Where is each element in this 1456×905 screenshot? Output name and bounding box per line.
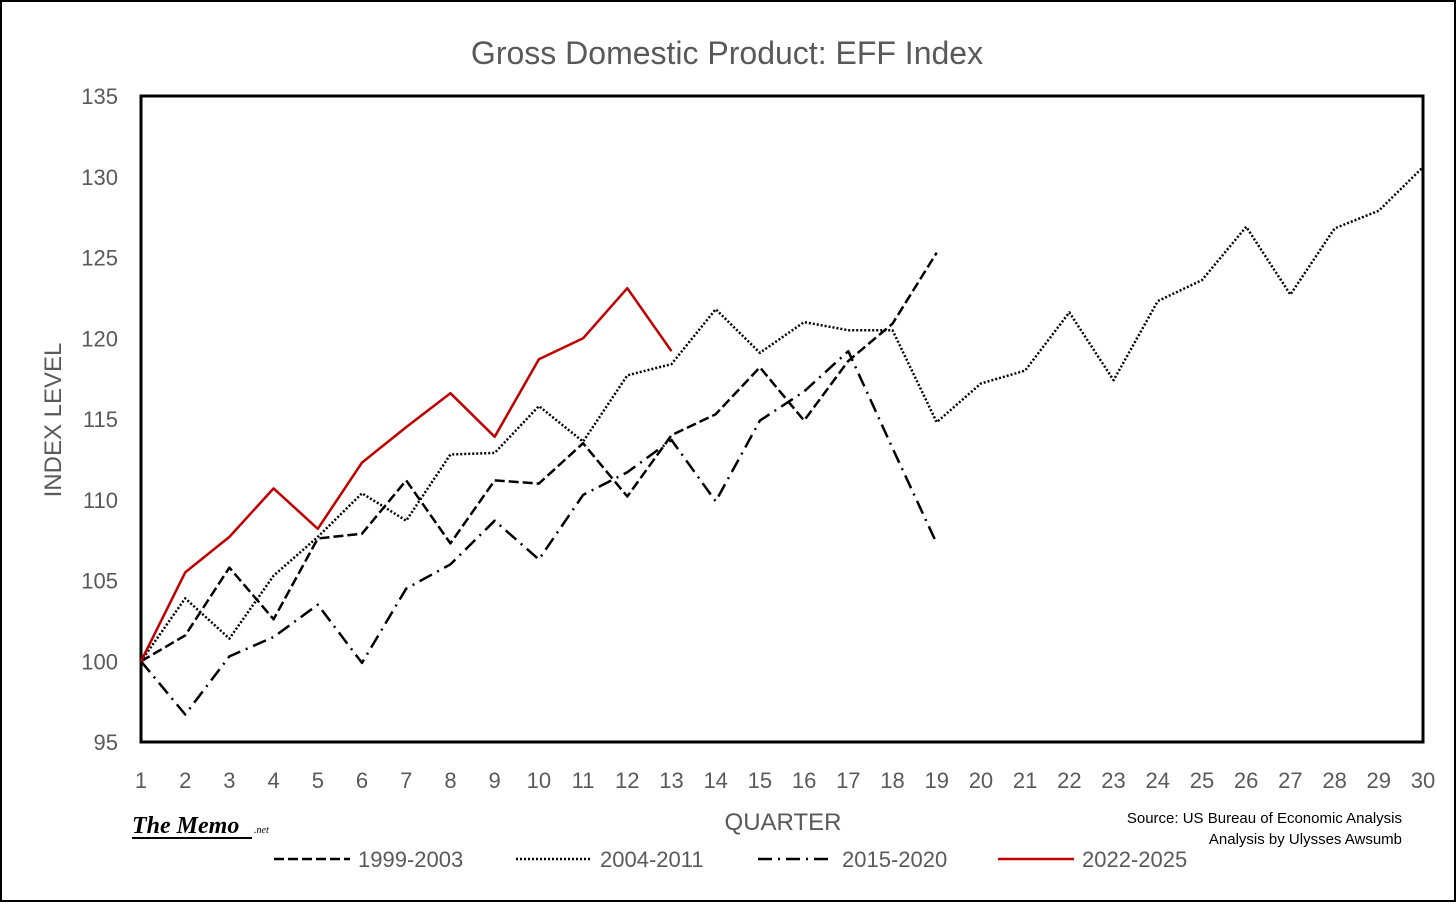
x-tick-label: 27 bbox=[1278, 768, 1302, 793]
x-tick-label: 4 bbox=[267, 768, 279, 793]
series-line-2022-2025 bbox=[139, 286, 673, 662]
y-tick-label: 100 bbox=[81, 649, 118, 674]
x-tick-label: 22 bbox=[1057, 768, 1081, 793]
x-tick-label: 28 bbox=[1322, 768, 1346, 793]
y-tick-label: 110 bbox=[83, 488, 118, 513]
legend-label: 2015-2020 bbox=[842, 847, 947, 872]
y-tick-label: 135 bbox=[81, 84, 118, 109]
x-tick-label: 17 bbox=[836, 768, 860, 793]
legend-label: 2004-2011 bbox=[600, 847, 704, 872]
plot-area bbox=[139, 94, 1425, 744]
x-tick-label: 12 bbox=[615, 768, 639, 793]
legend: 1999-2003 2004-2011 2015-2020 2022-2025 bbox=[274, 847, 1187, 872]
x-tick-label: 29 bbox=[1367, 768, 1391, 793]
x-tick-label: 16 bbox=[792, 768, 816, 793]
y-axis-label: INDEX LEVEL bbox=[40, 343, 67, 498]
x-tick-label: 15 bbox=[748, 768, 772, 793]
x-axis-ticks: 1 2 3 4 5 6 7 8 9 10 11 12 13 14 15 16 17 18 19 20 21 22 23 24 2… bbox=[135, 768, 1435, 793]
chart-title: Gross Domestic Product: EFF Index bbox=[471, 35, 983, 71]
x-axis-label: QUARTER bbox=[725, 809, 842, 836]
source-line-1: Source: US Bureau of Economic Analysis bbox=[1127, 810, 1402, 827]
series-line-1999-2003 bbox=[140, 252, 938, 663]
x-tick-label: 11 bbox=[572, 768, 595, 793]
x-tick-label: 23 bbox=[1101, 768, 1125, 793]
x-tick-label: 24 bbox=[1146, 768, 1170, 793]
x-tick-label: 3 bbox=[223, 768, 235, 793]
series-line-2004-2011 bbox=[139, 166, 1424, 663]
x-tick-label: 25 bbox=[1190, 768, 1214, 793]
x-tick-label: 20 bbox=[969, 768, 993, 793]
x-tick-label: 7 bbox=[400, 768, 412, 793]
y-tick-label: 130 bbox=[81, 165, 118, 190]
y-tick-label: 105 bbox=[81, 569, 118, 594]
x-tick-label: 13 bbox=[659, 768, 683, 793]
x-tick-label: 30 bbox=[1411, 768, 1435, 793]
x-tick-label: 2 bbox=[179, 768, 191, 793]
x-tick-label: 18 bbox=[880, 768, 904, 793]
x-tick-label: 1 bbox=[135, 768, 147, 793]
x-tick-label: 19 bbox=[924, 768, 948, 793]
logo: The Memo .net bbox=[132, 813, 269, 839]
legend-label: 1999-2003 bbox=[358, 847, 463, 872]
x-tick-label: 9 bbox=[489, 768, 501, 793]
logo-text: The Memo bbox=[132, 813, 239, 839]
x-tick-label: 8 bbox=[444, 768, 456, 793]
y-tick-label: 115 bbox=[83, 407, 118, 432]
x-tick-label: 21 bbox=[1013, 768, 1037, 793]
x-tick-label: 10 bbox=[527, 768, 551, 793]
y-tick-label: 125 bbox=[81, 246, 118, 271]
legend-label: 2022-2025 bbox=[1082, 847, 1187, 872]
x-tick-label: 26 bbox=[1234, 768, 1258, 793]
y-tick-label: 120 bbox=[81, 326, 118, 351]
x-tick-label: 14 bbox=[703, 768, 727, 793]
logo-suffix: .net bbox=[254, 825, 269, 836]
x-tick-label: 6 bbox=[356, 768, 368, 793]
source-line-2: Analysis by Ulysses Awsumb bbox=[1209, 831, 1402, 848]
x-tick-label: 5 bbox=[312, 768, 324, 793]
y-tick-label: 95 bbox=[94, 730, 118, 755]
series-lines bbox=[139, 166, 1424, 716]
y-axis-ticks: 95 100 105 110 115 120 125 130 135 bbox=[81, 84, 118, 755]
